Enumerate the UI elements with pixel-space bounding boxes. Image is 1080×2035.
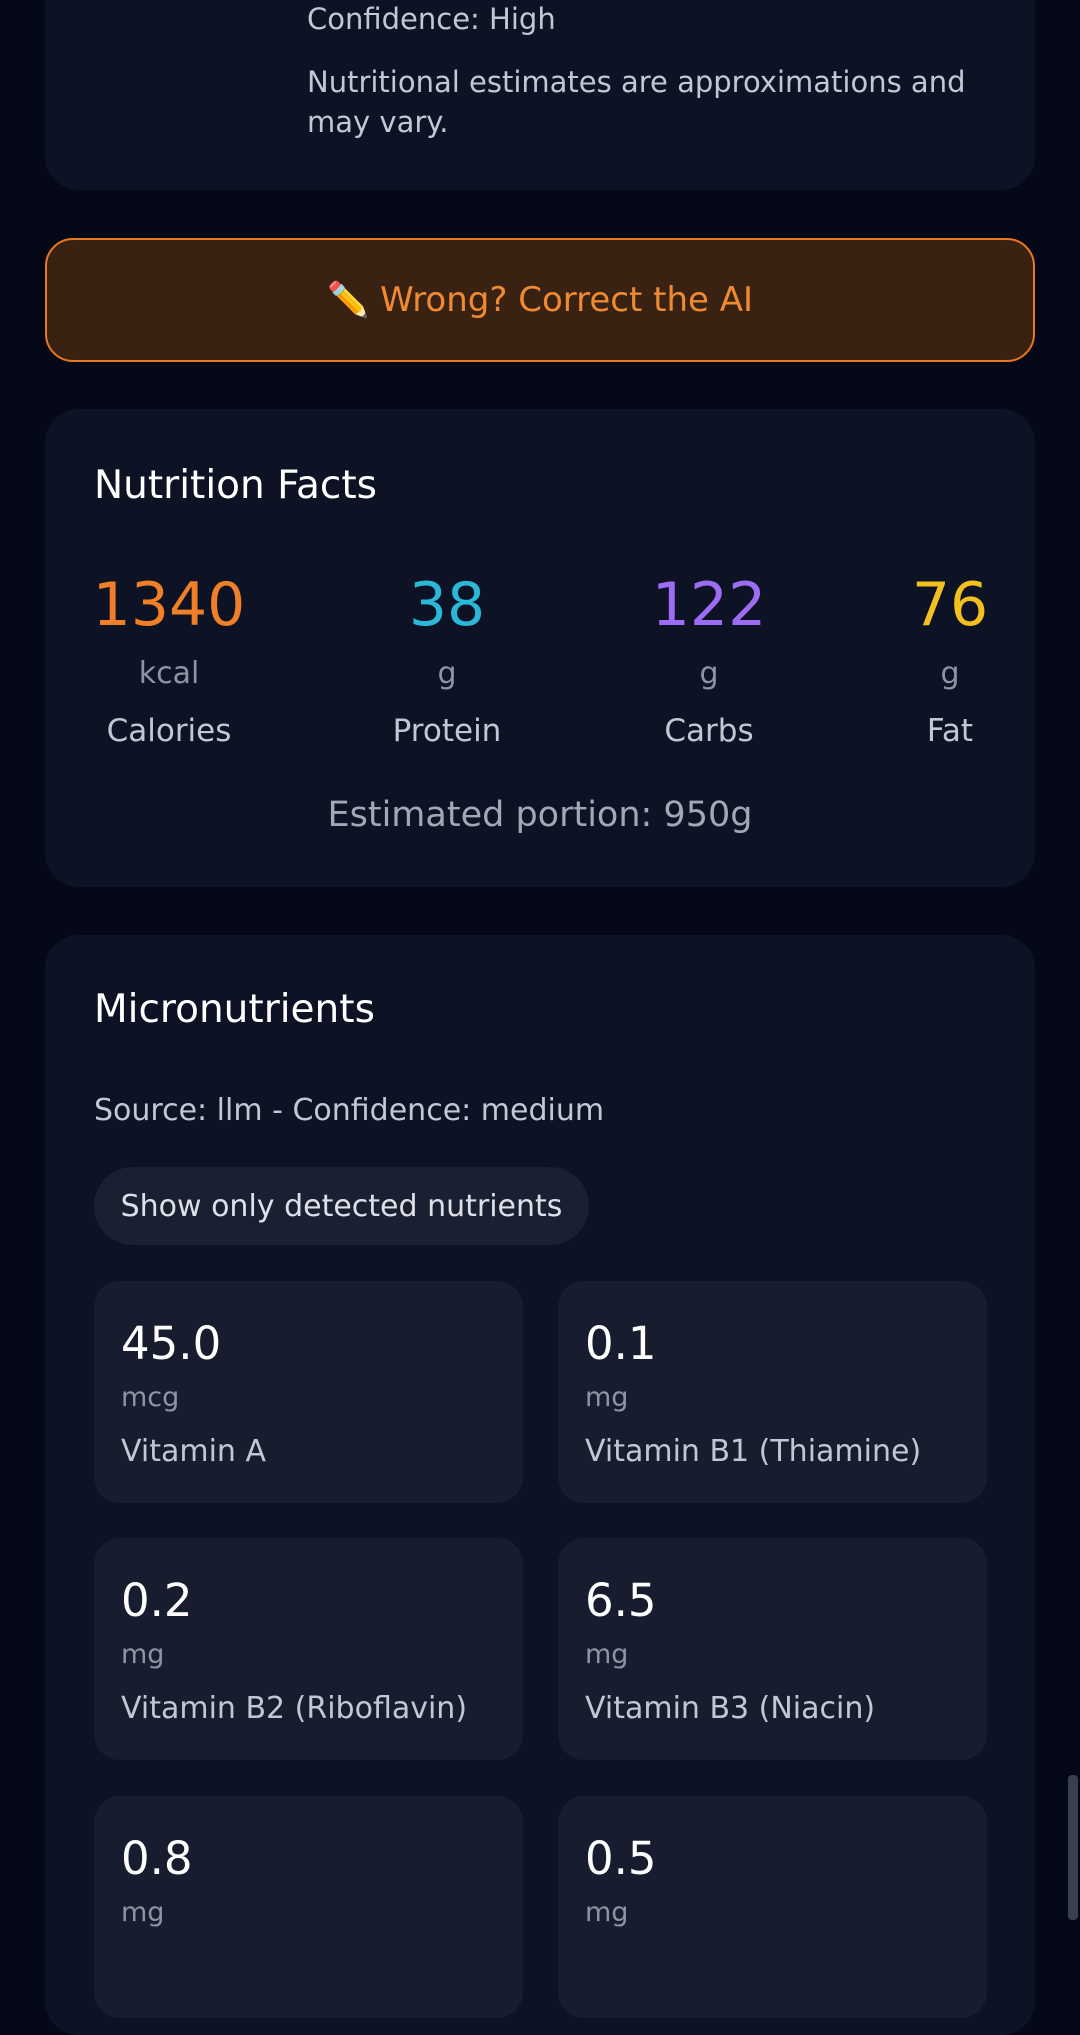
nutrient-unit: mg	[585, 1639, 629, 1670]
macro-label: Calories	[106, 713, 232, 749]
nutrient-name: Vitamin B2 (Riboflavin)	[121, 1691, 468, 1726]
scrollbar	[1068, 1775, 1078, 1920]
nutrient-unit: mg	[585, 1382, 629, 1413]
macro-unit: g	[437, 656, 457, 691]
nutrient-value: 0.2	[121, 1574, 193, 1627]
nutrient-tile	[94, 1538, 523, 1760]
macro-unit: g	[940, 656, 960, 691]
correct-button[interactable]: ✏️ Wrong? Correct the AI	[45, 238, 1035, 362]
nutrient-value: 0.5	[585, 1832, 657, 1885]
nutrient-value: 0.8	[121, 1832, 193, 1885]
nutrient-tile	[558, 1538, 987, 1760]
nutrient-name: Vitamin B3 (Niacin)	[585, 1691, 876, 1726]
nutrient-unit: mg	[585, 1897, 629, 1928]
macro-value: 76	[911, 570, 989, 640]
nutrient-unit: mcg	[121, 1382, 180, 1413]
disclaimer-text: Nutritional estimates are approximations…	[307, 65, 966, 139]
source-text: Source: llm - Confidence: medium	[94, 1093, 605, 1128]
nutrient-tile	[94, 1281, 523, 1503]
nutrition-title: Nutrition Facts	[94, 463, 377, 508]
micronutrients-title: Micronutrients	[94, 987, 375, 1032]
macro-label: Protein	[392, 713, 502, 749]
nutrient-name: Vitamin A	[121, 1434, 266, 1469]
nutrient-value: 6.5	[585, 1574, 657, 1627]
macro-label: Fat	[926, 713, 974, 749]
nutrient-value: 0.1	[585, 1317, 657, 1370]
nutrient-unit: mg	[121, 1897, 165, 1928]
macro-value: 122	[651, 570, 767, 640]
macro-label: Carbs	[664, 713, 754, 749]
nutrient-tile	[558, 1281, 987, 1503]
nutrient-name: Vitamin B1 (Thiamine)	[585, 1434, 922, 1469]
info-card	[45, 0, 1035, 190]
nutrient-unit: mg	[121, 1639, 165, 1670]
macro-value: 38	[408, 570, 486, 640]
macro-unit: kcal	[138, 656, 200, 691]
confidence-text: Confidence: High	[307, 2, 556, 36]
macro-value: 1340	[92, 570, 246, 640]
screen: Confidence: High Nutritional estimates ar…	[45, 0, 1078, 2035]
nutrient-value: 45.0	[121, 1317, 222, 1370]
portion-text: Estimated portion: 950g	[327, 795, 753, 835]
nutrition-card	[45, 409, 1035, 887]
filter-pill[interactable]: Show only detected nutrients	[94, 1167, 589, 1245]
macro-unit: g	[699, 656, 719, 691]
